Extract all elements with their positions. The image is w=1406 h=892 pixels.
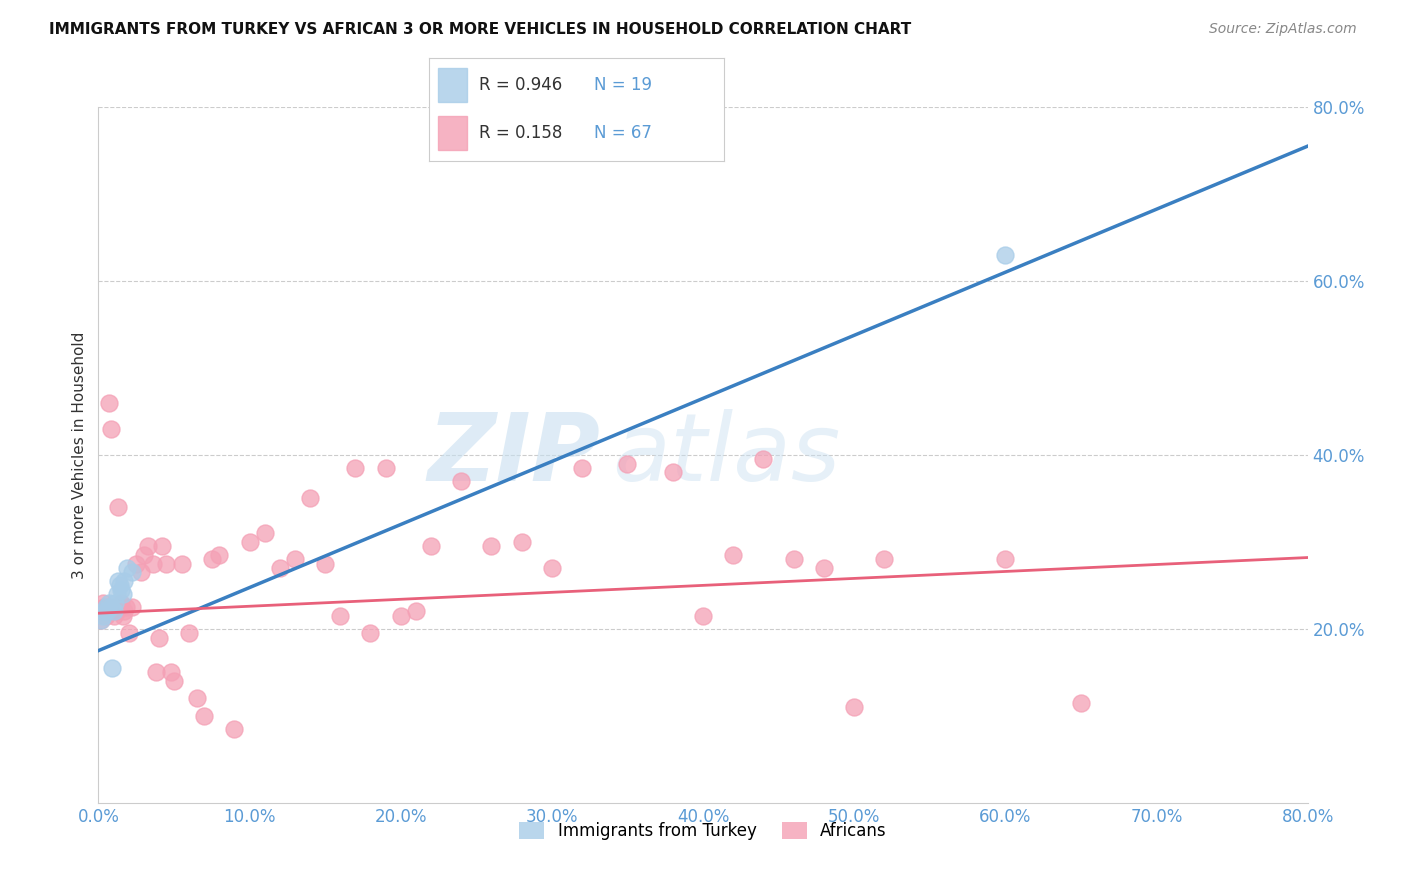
Point <box>616 457 638 471</box>
Point <box>389 608 412 623</box>
Point <box>994 248 1017 262</box>
Point <box>98 596 121 610</box>
FancyBboxPatch shape <box>437 69 467 102</box>
Point <box>201 552 224 566</box>
Point <box>121 566 143 580</box>
Point <box>873 552 896 566</box>
Point <box>136 539 159 553</box>
Point <box>692 608 714 623</box>
Point <box>96 605 118 619</box>
Text: R = 0.946: R = 0.946 <box>479 76 562 95</box>
Point <box>150 539 173 553</box>
Point <box>104 600 127 615</box>
Y-axis label: 3 or more Vehicles in Household: 3 or more Vehicles in Household <box>72 331 87 579</box>
Point <box>108 600 131 615</box>
Point <box>783 552 806 566</box>
Point <box>405 605 427 619</box>
Point <box>94 608 117 623</box>
Point <box>142 557 165 571</box>
Point <box>89 605 111 619</box>
Text: Source: ZipAtlas.com: Source: ZipAtlas.com <box>1209 22 1357 37</box>
Text: N = 19: N = 19 <box>595 76 652 95</box>
Point <box>994 552 1017 566</box>
Point <box>299 491 322 506</box>
Text: N = 67: N = 67 <box>595 124 652 143</box>
Point <box>129 566 152 580</box>
Point <box>90 613 112 627</box>
Point <box>132 548 155 562</box>
Point <box>107 500 129 514</box>
Point <box>329 608 352 623</box>
Point <box>163 674 186 689</box>
Point <box>103 608 125 623</box>
Point <box>510 534 533 549</box>
Point <box>111 587 134 601</box>
Point <box>94 600 117 615</box>
Point <box>170 557 193 571</box>
Point <box>101 605 124 619</box>
Point <box>90 613 112 627</box>
Point <box>121 600 143 615</box>
Point <box>103 605 125 619</box>
Point <box>112 574 135 588</box>
Text: ZIP: ZIP <box>427 409 600 501</box>
Point <box>540 561 562 575</box>
Point <box>110 582 132 597</box>
Point <box>110 596 132 610</box>
Point <box>93 605 115 619</box>
Point <box>100 600 122 615</box>
Point <box>114 600 136 615</box>
Point <box>115 561 138 575</box>
Point <box>91 608 114 623</box>
FancyBboxPatch shape <box>437 117 467 150</box>
Text: atlas: atlas <box>613 409 841 500</box>
Text: IMMIGRANTS FROM TURKEY VS AFRICAN 3 OR MORE VEHICLES IN HOUSEHOLD CORRELATION CH: IMMIGRANTS FROM TURKEY VS AFRICAN 3 OR M… <box>49 22 911 37</box>
Point <box>344 461 367 475</box>
Point <box>193 708 215 723</box>
Point <box>179 626 201 640</box>
Point <box>160 665 183 680</box>
Point <box>105 605 128 619</box>
Point <box>98 395 121 409</box>
Point <box>93 600 115 615</box>
Point <box>96 605 118 619</box>
Point <box>571 461 593 475</box>
Point <box>374 461 396 475</box>
Point <box>105 587 128 601</box>
Point <box>118 626 141 640</box>
Point <box>661 466 683 480</box>
Point <box>844 700 866 714</box>
Point <box>239 534 262 549</box>
Point <box>145 665 167 680</box>
Point <box>752 452 775 467</box>
Point <box>450 474 472 488</box>
Point <box>481 539 503 553</box>
Point <box>100 422 122 436</box>
Point <box>125 557 148 571</box>
Point <box>208 548 231 562</box>
Point <box>155 557 177 571</box>
Point <box>104 596 127 610</box>
Legend: Immigrants from Turkey, Africans: Immigrants from Turkey, Africans <box>513 815 893 847</box>
Point <box>107 574 129 588</box>
Point <box>284 552 307 566</box>
Point <box>813 561 835 575</box>
Point <box>108 578 131 592</box>
Point <box>148 631 170 645</box>
Point <box>224 722 246 736</box>
Point <box>314 557 336 571</box>
Point <box>723 548 745 562</box>
Point <box>111 608 134 623</box>
Point <box>91 596 114 610</box>
Point <box>253 526 276 541</box>
Point <box>186 691 208 706</box>
Point <box>360 626 382 640</box>
Text: R = 0.158: R = 0.158 <box>479 124 562 143</box>
Point <box>420 539 443 553</box>
Point <box>1070 696 1092 710</box>
Point <box>101 661 124 675</box>
Point <box>269 561 291 575</box>
Point <box>112 605 135 619</box>
